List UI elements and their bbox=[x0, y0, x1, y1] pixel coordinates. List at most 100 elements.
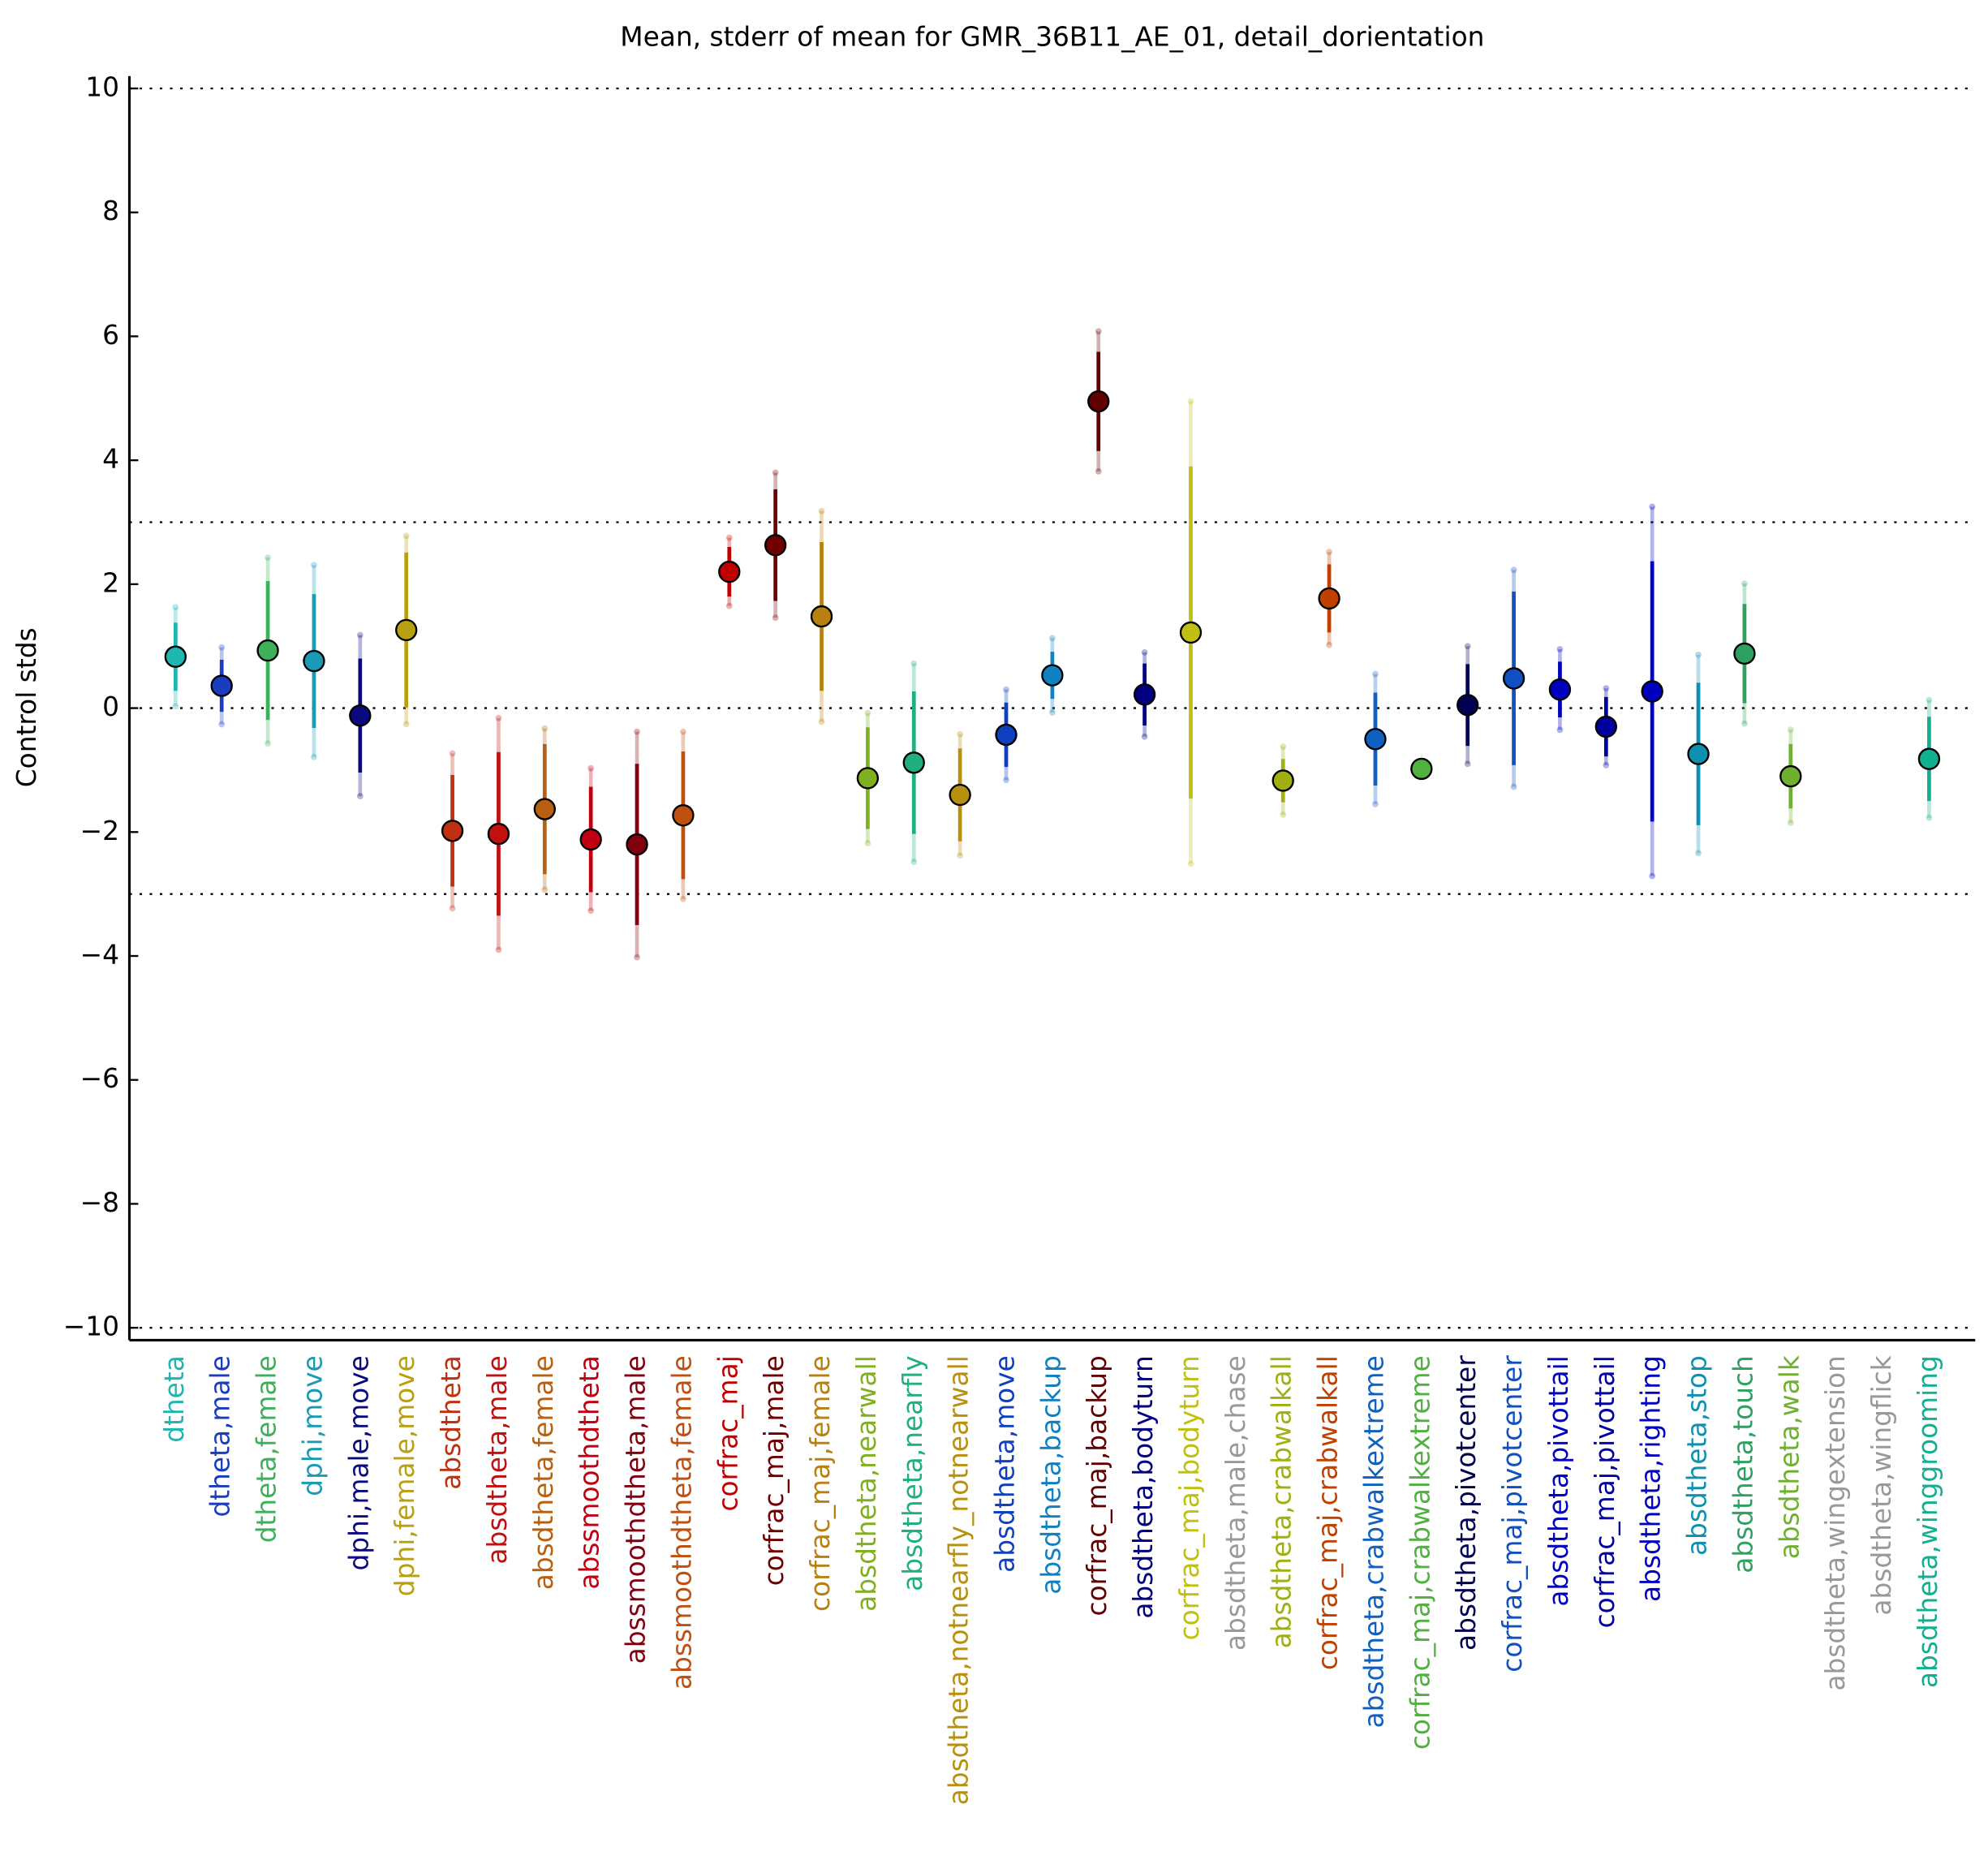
mean-marker bbox=[210, 674, 233, 697]
spread-cap bbox=[1556, 726, 1564, 734]
spread-cap bbox=[772, 614, 779, 622]
x-tick-label: absdtheta,male bbox=[482, 1355, 513, 1564]
mean-marker bbox=[672, 804, 695, 827]
spread-cap bbox=[1741, 580, 1748, 588]
mean-marker bbox=[303, 649, 325, 673]
mean-marker bbox=[1502, 667, 1525, 690]
spread-cap bbox=[449, 905, 456, 912]
x-tick-label: dphi,male,move bbox=[343, 1355, 374, 1570]
x-tick-label: corfrac_maj,pivotcenter bbox=[1497, 1355, 1528, 1673]
spread-cap bbox=[1510, 566, 1517, 574]
x-tick-label: dtheta,female bbox=[252, 1355, 282, 1543]
y-tick-label: 0 bbox=[102, 691, 119, 722]
spread-cap bbox=[910, 859, 918, 865]
x-tick-label: absdtheta,crabwalkall bbox=[1267, 1355, 1297, 1648]
spread-cap bbox=[1556, 646, 1564, 652]
spread-cap bbox=[265, 740, 271, 747]
spread-cap bbox=[495, 946, 502, 954]
spread-cap bbox=[1603, 761, 1610, 769]
spread-cap bbox=[402, 721, 410, 728]
x-tick-label: absdtheta,nearwall bbox=[851, 1355, 882, 1612]
x-tick-label: absdtheta,move bbox=[989, 1355, 1020, 1573]
spread-cap bbox=[1141, 733, 1148, 740]
x-tick-label: corfrac_maj bbox=[712, 1355, 743, 1511]
mean-marker bbox=[256, 639, 279, 662]
y-tick-label: 2 bbox=[102, 567, 119, 598]
mean-marker bbox=[1133, 683, 1156, 706]
x-tick-label: abssmoothdtheta,female bbox=[666, 1355, 697, 1690]
chart-title: Mean, stderr of mean for GMR_36B11_AE_01… bbox=[620, 21, 1484, 52]
mean-marker bbox=[1594, 715, 1617, 738]
mean-marker bbox=[441, 820, 464, 842]
spread-cap bbox=[1280, 812, 1287, 818]
spread-cap bbox=[1926, 814, 1933, 821]
mean-marker bbox=[533, 798, 556, 820]
spread-cap bbox=[1048, 635, 1056, 642]
spread-cap bbox=[1926, 696, 1933, 704]
x-tick-label: absdtheta,pivotcenter bbox=[1451, 1355, 1482, 1651]
y-tick-label: 8 bbox=[102, 196, 119, 226]
spread-cap bbox=[402, 532, 410, 540]
spread-cap bbox=[311, 754, 317, 760]
spread-cap bbox=[541, 886, 549, 893]
x-tick-label: dtheta,male bbox=[205, 1355, 236, 1517]
y-axis-label: Control stds bbox=[11, 627, 42, 787]
spread-cap bbox=[541, 725, 549, 732]
spread-cap bbox=[356, 793, 364, 799]
spread-cap bbox=[634, 728, 640, 735]
x-tick-label: dphi,move bbox=[297, 1355, 328, 1496]
spread-cap bbox=[356, 631, 364, 639]
x-tick-label: corfrac_maj,backup bbox=[1082, 1355, 1112, 1616]
spread-cap bbox=[1649, 503, 1656, 510]
spread-cap bbox=[1464, 760, 1471, 768]
spread-cap bbox=[1095, 467, 1102, 475]
mean-marker bbox=[1410, 757, 1433, 781]
spread-cap bbox=[1787, 819, 1794, 826]
mean-marker bbox=[718, 560, 741, 583]
spread-cap bbox=[1372, 670, 1379, 678]
spread-cap bbox=[1003, 777, 1009, 784]
mean-marker bbox=[1548, 678, 1572, 701]
mean-marker bbox=[1687, 743, 1710, 765]
mean-marker bbox=[395, 618, 418, 642]
y-tick-label: 10 bbox=[85, 72, 119, 103]
spread-cap bbox=[818, 507, 825, 515]
spread-cap bbox=[725, 534, 733, 541]
spread-cap bbox=[634, 954, 640, 961]
x-tick-label: absdtheta,wingflick bbox=[1866, 1355, 1897, 1615]
x-tick-label: corfrac_maj,crabwalkextreme bbox=[1405, 1355, 1435, 1750]
mean-marker bbox=[856, 767, 880, 790]
spread-cap bbox=[864, 840, 871, 846]
x-tick-label: absdtheta,crabwalkextreme bbox=[1358, 1355, 1389, 1728]
spread-cap bbox=[172, 703, 179, 710]
x-tick-label: absdtheta,female bbox=[528, 1355, 559, 1590]
y-tick-label: −6 bbox=[80, 1063, 119, 1094]
mean-marker bbox=[764, 534, 787, 557]
x-tick-label: corfrac_maj,bodyturn bbox=[1174, 1355, 1205, 1640]
mean-marker bbox=[1641, 680, 1663, 703]
x-tick-label: abssmoothdtheta,male bbox=[621, 1355, 652, 1664]
spread-cap bbox=[1003, 686, 1009, 693]
spread-cap bbox=[1787, 726, 1794, 734]
x-tick-label: absdtheta,walk bbox=[1774, 1355, 1805, 1559]
y-tick-label: −4 bbox=[80, 940, 119, 971]
spread-cap bbox=[1326, 549, 1332, 556]
x-tick-label: absdtheta,notnearfly_notnearwall bbox=[944, 1355, 975, 1805]
mean-marker bbox=[1318, 587, 1340, 610]
mean-marker bbox=[949, 783, 971, 807]
x-tick-label: absdtheta,male,chase bbox=[1220, 1355, 1251, 1651]
x-tick-label: dtheta bbox=[159, 1355, 190, 1443]
spread-cap bbox=[587, 907, 595, 915]
x-tick-label: absdtheta,pivottail bbox=[1543, 1355, 1574, 1606]
spread-cap bbox=[265, 554, 271, 561]
mean-marker bbox=[1087, 390, 1110, 413]
x-tick-label: absdtheta,righting bbox=[1636, 1355, 1667, 1602]
spread-cap bbox=[680, 728, 686, 735]
spread-cap bbox=[910, 660, 918, 667]
x-tick-label: corfrac_maj,crabwalkall bbox=[1313, 1355, 1344, 1670]
mean-marker bbox=[1179, 621, 1203, 644]
spread-cap bbox=[1741, 720, 1748, 727]
x-tick-label: absdtheta,winggrooming bbox=[1913, 1355, 1943, 1688]
